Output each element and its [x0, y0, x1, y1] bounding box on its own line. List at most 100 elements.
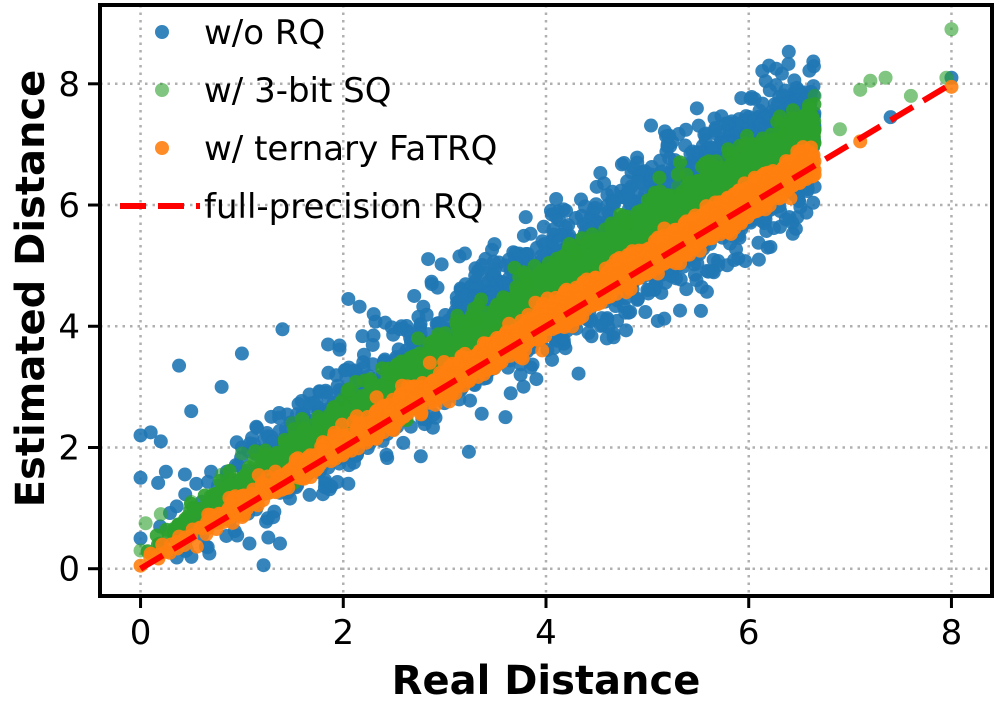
- data-point: [778, 83, 793, 98]
- data-point: [404, 351, 419, 366]
- data-point: [630, 155, 645, 170]
- data-point: [740, 128, 755, 143]
- data-point: [516, 379, 531, 394]
- data-point: [678, 122, 693, 137]
- data-point: [518, 210, 533, 225]
- data-point: [604, 221, 619, 236]
- data-point: [689, 101, 704, 116]
- data-point: [256, 558, 271, 573]
- data-point: [250, 420, 265, 435]
- data-point: [375, 361, 390, 376]
- data-point: [656, 189, 671, 204]
- data-point: [738, 254, 753, 269]
- data-point: [802, 63, 817, 78]
- data-point: [554, 268, 569, 283]
- data-point: [559, 203, 574, 218]
- data-point: [474, 406, 489, 421]
- data-point: [721, 149, 736, 164]
- data-point: [417, 343, 432, 358]
- data-point: [396, 435, 411, 450]
- data-point: [234, 446, 249, 461]
- data-point: [487, 237, 502, 252]
- data-point: [366, 307, 381, 322]
- data-point: [711, 254, 726, 269]
- data-point: [585, 227, 600, 242]
- data-point: [478, 251, 493, 266]
- data-point: [807, 88, 822, 103]
- data-point: [513, 367, 528, 382]
- data-point: [330, 404, 345, 419]
- data-point: [261, 530, 276, 545]
- data-point: [214, 379, 229, 394]
- data-point: [393, 322, 408, 337]
- data-point: [832, 122, 847, 137]
- data-point: [256, 450, 271, 465]
- data-point: [518, 276, 533, 291]
- data-point: [407, 288, 422, 303]
- data-point: [184, 495, 199, 510]
- data-point: [589, 179, 604, 194]
- data-point: [652, 170, 667, 185]
- data-point: [792, 88, 807, 103]
- data-point: [438, 326, 453, 341]
- data-point: [568, 210, 583, 225]
- data-point: [644, 118, 659, 133]
- data-point: [365, 337, 380, 352]
- data-point: [204, 464, 219, 479]
- data-point: [727, 253, 742, 268]
- data-point: [468, 313, 483, 328]
- data-point: [614, 157, 629, 172]
- data-point: [133, 531, 148, 546]
- data-point: [457, 246, 472, 261]
- data-point: [642, 211, 657, 226]
- data-point: [230, 528, 245, 543]
- data-point: [529, 372, 544, 387]
- data-point: [428, 410, 443, 425]
- data-point: [569, 246, 584, 261]
- data-point: [944, 22, 959, 37]
- data-point: [322, 482, 337, 497]
- data-point: [291, 396, 306, 411]
- data-point: [346, 455, 361, 470]
- data-point: [341, 291, 356, 306]
- data-point: [416, 299, 431, 314]
- data-point: [411, 331, 426, 346]
- data-point: [133, 470, 148, 485]
- data-point: [744, 90, 759, 105]
- data-point: [138, 516, 153, 531]
- data-point: [153, 434, 168, 449]
- data-point: [487, 268, 502, 283]
- data-point: [202, 546, 217, 561]
- data-point: [336, 392, 351, 406]
- data-point: [321, 365, 336, 380]
- data-point: [233, 473, 248, 488]
- data-point: [695, 159, 710, 174]
- data-point: [153, 507, 168, 522]
- data-point: [264, 409, 279, 424]
- data-point: [606, 194, 621, 209]
- data-point: [782, 210, 797, 225]
- data-point: [461, 444, 476, 459]
- data-point: [242, 536, 257, 551]
- data-point: [510, 291, 525, 306]
- data-point: [378, 315, 393, 330]
- data-point: [781, 44, 796, 59]
- data-point: [172, 358, 187, 373]
- data-point: [630, 174, 645, 189]
- data-point: [691, 118, 706, 133]
- data-point: [704, 140, 719, 155]
- data-point: [903, 88, 918, 103]
- data-point: [619, 323, 634, 338]
- data-point: [638, 305, 653, 320]
- data-point: [751, 252, 766, 267]
- data-point: [781, 56, 796, 71]
- data-point: [272, 536, 287, 551]
- data-point: [352, 299, 367, 314]
- data-point: [463, 393, 478, 408]
- data-point: [665, 201, 680, 216]
- data-point: [143, 425, 158, 440]
- data-point: [693, 303, 708, 318]
- data-point: [721, 116, 736, 131]
- data-point: [546, 222, 561, 237]
- data-point: [489, 299, 504, 314]
